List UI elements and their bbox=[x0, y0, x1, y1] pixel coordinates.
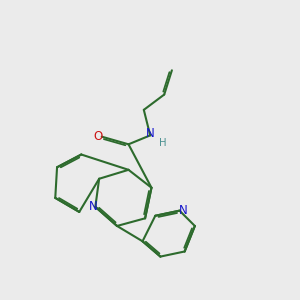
Text: O: O bbox=[93, 130, 102, 143]
Text: H: H bbox=[159, 138, 167, 148]
Text: N: N bbox=[179, 204, 188, 217]
Text: N: N bbox=[89, 200, 98, 213]
Text: N: N bbox=[146, 127, 154, 140]
